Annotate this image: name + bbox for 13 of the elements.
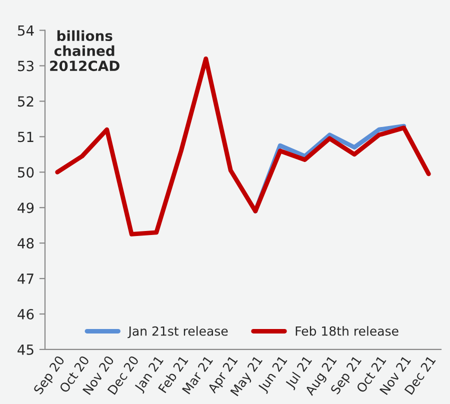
y-tick-label: 54	[18, 25, 34, 36]
y-tick-label: 52	[18, 96, 34, 107]
legend-label: Feb 18th release	[296, 326, 398, 336]
legend-label: Jan 21st release	[128, 326, 228, 338]
y-tick-label: 48	[18, 238, 34, 249]
y-tick-label: 51	[18, 132, 34, 142]
y-tick-label: 46	[18, 308, 34, 320]
y-tick-label: 45	[18, 344, 34, 355]
y-axis-title: billions chained 2012CAD	[50, 30, 120, 72]
y-tick-label: 49	[18, 202, 34, 214]
y-tick-label: 47	[18, 274, 34, 284]
y-tick-label: 50	[18, 167, 34, 178]
y-tick-label: 53	[18, 60, 34, 72]
